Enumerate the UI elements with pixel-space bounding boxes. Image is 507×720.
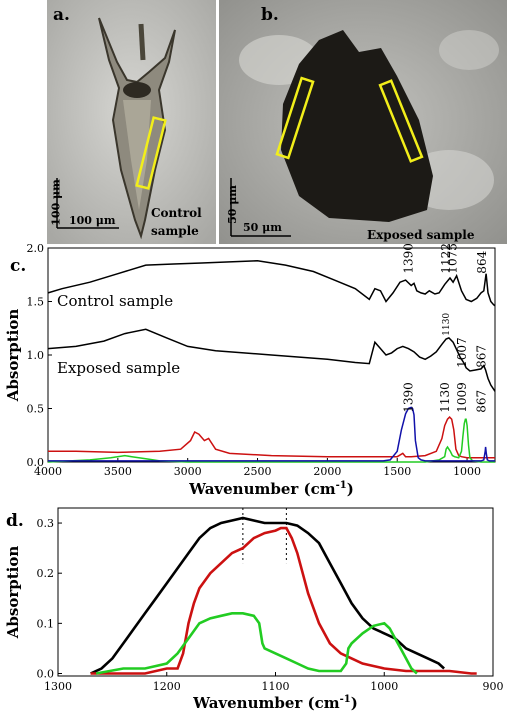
micrograph-control-image — [47, 0, 216, 244]
panel-letter-b: b. — [261, 5, 279, 25]
highlight-box-control — [135, 116, 167, 190]
x-axis-title-sup-c: -1 — [336, 480, 347, 491]
peak-label: 1075 — [446, 244, 460, 274]
peak-label: 1009 — [455, 382, 469, 413]
peak-label: 867 — [475, 345, 489, 368]
panel-letter-d: d. — [6, 511, 24, 531]
highlight-box-exposed-right — [378, 79, 424, 163]
series-line-red — [90, 526, 477, 675]
series-line-green — [47, 418, 495, 463]
x-tick-label-c: 3000 — [174, 465, 202, 478]
x-tick-label-c: 4000 — [34, 465, 62, 478]
chart-d: d. 0.0 0.1 0.2 0.3 1300 1200 1100 1000 900 Wavenum… — [4, 507, 504, 712]
y-axis-title-c: Absorption — [4, 309, 22, 403]
x-tick-label-d: 1200 — [153, 680, 181, 693]
micrograph-control: a. 100 μm 100 μm Control sample — [47, 0, 216, 244]
scale-label-horizontal-b: 50 μm — [243, 221, 282, 234]
scale-label-horizontal-a: 100 μm — [69, 214, 116, 227]
x-axis-title-sup-d: -1 — [340, 694, 351, 705]
label-exposed-sample: Exposed sample — [57, 359, 180, 377]
y-tick-label-c: 1.0 — [27, 349, 45, 362]
peak-label: 867 — [475, 390, 489, 413]
panel-letter-a: a. — [53, 5, 70, 25]
x-tick-label-c: 1500 — [383, 465, 411, 478]
x-tick-label-d: 900 — [483, 680, 504, 693]
peak-label: 1390 — [402, 382, 416, 413]
peak-label: 1007 — [455, 337, 469, 368]
x-axis-title-d: Wavenumber (cm-1) — [192, 694, 358, 712]
micrograph-exposed-image — [219, 0, 507, 244]
plot-frame-d — [57, 507, 494, 677]
micrograph-exposed: b. 50 μm 50 μm Exposed sample — [219, 0, 507, 244]
scale-label-vertical-a: 100 μm — [49, 179, 63, 226]
peak-label: 1390 — [402, 244, 416, 274]
series-line-exposed-sample — [47, 328, 496, 392]
y-tick-label-c: 0.0 — [27, 456, 45, 469]
chart-c: c. 0.0 0.5 1.0 1.5 2.0 4000 3500 3000 2500 2000 150… — [4, 244, 496, 498]
x-tick-label-d: 1100 — [262, 680, 290, 693]
y-tick-label-d: 0.2 — [37, 567, 55, 580]
y-tick-label-c: 1.5 — [27, 296, 45, 309]
y-tick-label-d: 0.1 — [37, 617, 55, 630]
x-tick-label-c: 2000 — [313, 465, 341, 478]
x-axis-title-c: Wavenumber (cm-1) — [188, 480, 354, 498]
y-axis-title-d: Absorption — [4, 546, 22, 640]
peak-label: 1130 — [438, 382, 452, 413]
caption-control-line2: sample — [151, 224, 199, 238]
series-line-red — [48, 416, 495, 459]
x-tick-label-c: 3500 — [104, 465, 132, 478]
series-line-black — [90, 516, 445, 675]
y-tick-label-c: 0.5 — [27, 403, 45, 416]
series-line-control-sample — [47, 260, 496, 307]
x-tick-label-c: 1000 — [453, 465, 481, 478]
y-tick-label-d: 0.0 — [37, 667, 55, 680]
label-control-sample: Control sample — [57, 292, 173, 310]
series-line-blue — [48, 406, 495, 462]
highlight-box-exposed-left — [275, 76, 315, 160]
x-tick-label-d: 1300 — [44, 680, 72, 693]
x-axis-title-close-c: ) — [347, 480, 354, 498]
x-axis-title-close-d: ) — [351, 694, 358, 712]
panel-letter-c: c. — [10, 256, 26, 276]
caption-exposed: Exposed sample — [367, 228, 475, 242]
caption-control-line1: Control — [151, 206, 202, 220]
peak-label: 1122 — [439, 244, 453, 274]
y-tick-label-d: 0.3 — [37, 517, 55, 530]
scale-label-vertical-b: 50 μm — [225, 185, 239, 224]
x-tick-label-c: 2500 — [244, 465, 272, 478]
peak-label: 1130 — [442, 313, 452, 336]
y-tick-label-c: 2.0 — [27, 244, 45, 255]
x-tick-label-d: 1000 — [370, 680, 398, 693]
series-line-green — [95, 612, 418, 675]
peak-label: 864 — [475, 250, 489, 273]
